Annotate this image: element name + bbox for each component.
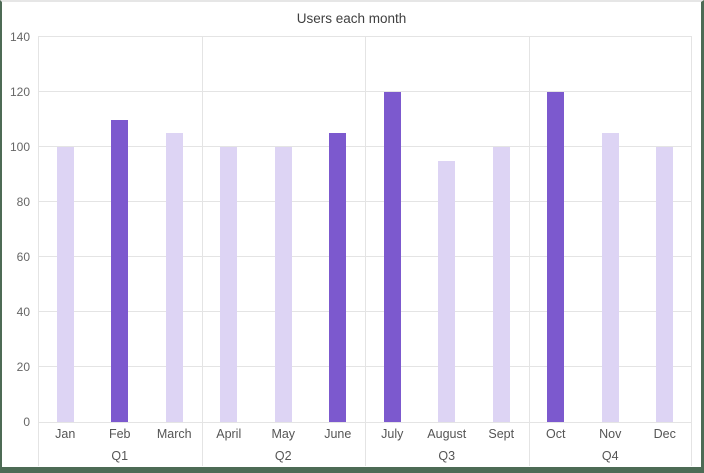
month-label-sept: Sept — [488, 427, 515, 441]
bar-slot-oct — [529, 37, 584, 422]
bar-oct — [547, 92, 565, 422]
bar-slot-june — [311, 37, 366, 422]
month-label-group-q1: Jan Feb March — [38, 422, 202, 446]
bar-june — [329, 133, 347, 422]
bar-slot-sept — [474, 37, 529, 422]
month-label-feb: Feb — [108, 427, 131, 441]
bar-slot-nov — [583, 37, 638, 422]
y-tick-label-0: 0 — [23, 415, 30, 429]
bar-group-q3 — [365, 37, 529, 422]
quarter-separator — [365, 37, 366, 466]
bar-april — [220, 147, 238, 422]
bar-groups — [38, 37, 692, 422]
bar-slot-may — [256, 37, 311, 422]
month-label-july: July — [381, 427, 404, 441]
y-axis-line — [38, 37, 39, 466]
bar-slot-july — [365, 37, 420, 422]
bar-group-q2 — [202, 37, 366, 422]
bar-slot-dec — [638, 37, 693, 422]
month-label-group-q4: Oct Nov Dec — [529, 422, 693, 446]
month-label-may: May — [271, 427, 296, 441]
gridline-140 — [38, 36, 692, 37]
quarter-separator — [691, 37, 692, 466]
quarter-separator — [528, 37, 530, 466]
quarter-label-q1: Q1 — [111, 449, 129, 463]
month-label-oct: Oct — [546, 427, 566, 441]
bar-july — [383, 92, 401, 422]
month-label-group-q3: July August Sept — [365, 422, 529, 446]
bar-slot-jan — [38, 37, 93, 422]
bar-march — [165, 133, 183, 422]
y-tick-label-140: 140 — [9, 30, 30, 44]
quarter-label-q2: Q2 — [274, 449, 292, 463]
y-tick-label-60: 60 — [16, 250, 30, 264]
month-labels-row: Jan Feb March April May June July August Sept Oct… — [38, 422, 692, 446]
month-label-june: June — [324, 427, 352, 441]
month-label-march: March — [156, 427, 192, 441]
bar-may — [274, 147, 292, 422]
chart-title: Users each month — [296, 11, 407, 26]
y-tick-label-100: 100 — [9, 140, 30, 154]
bar-group-q4 — [529, 37, 693, 422]
y-axis-labels: 0 20 40 60 80 100 120 140 — [2, 30, 30, 429]
bar-dec — [656, 147, 674, 422]
month-label-dec: Dec — [653, 427, 676, 441]
bar-slot-march — [147, 37, 202, 422]
month-label-april: April — [216, 427, 242, 441]
plot-area: Jan Feb March April May June July August Sept Oct… — [38, 36, 692, 466]
y-tick-label-80: 80 — [16, 195, 30, 209]
bar-feb — [111, 119, 129, 422]
month-label-nov: Nov — [599, 427, 622, 441]
bar-jan — [56, 147, 74, 422]
month-label-jan: Jan — [55, 427, 76, 441]
bar-august — [438, 160, 456, 422]
quarter-separator — [201, 37, 203, 466]
bar-group-q1 — [38, 37, 202, 422]
month-label-group-q2: April May June — [202, 422, 366, 446]
bar-slot-august — [420, 37, 475, 422]
quarter-label-q3: Q3 — [438, 449, 456, 463]
y-tick-label-120: 120 — [9, 85, 30, 99]
y-tick-label-20: 20 — [16, 360, 30, 374]
bar-sept — [492, 147, 510, 422]
quarter-label-q4: Q4 — [601, 449, 619, 463]
bar-slot-feb — [93, 37, 148, 422]
bar-nov — [601, 133, 619, 422]
month-label-august: August — [427, 427, 467, 441]
bar-slot-april — [202, 37, 257, 422]
y-tick-label-40: 40 — [16, 305, 30, 319]
quarter-labels-row: Q1 Q2 Q3 Q4 — [38, 444, 692, 467]
